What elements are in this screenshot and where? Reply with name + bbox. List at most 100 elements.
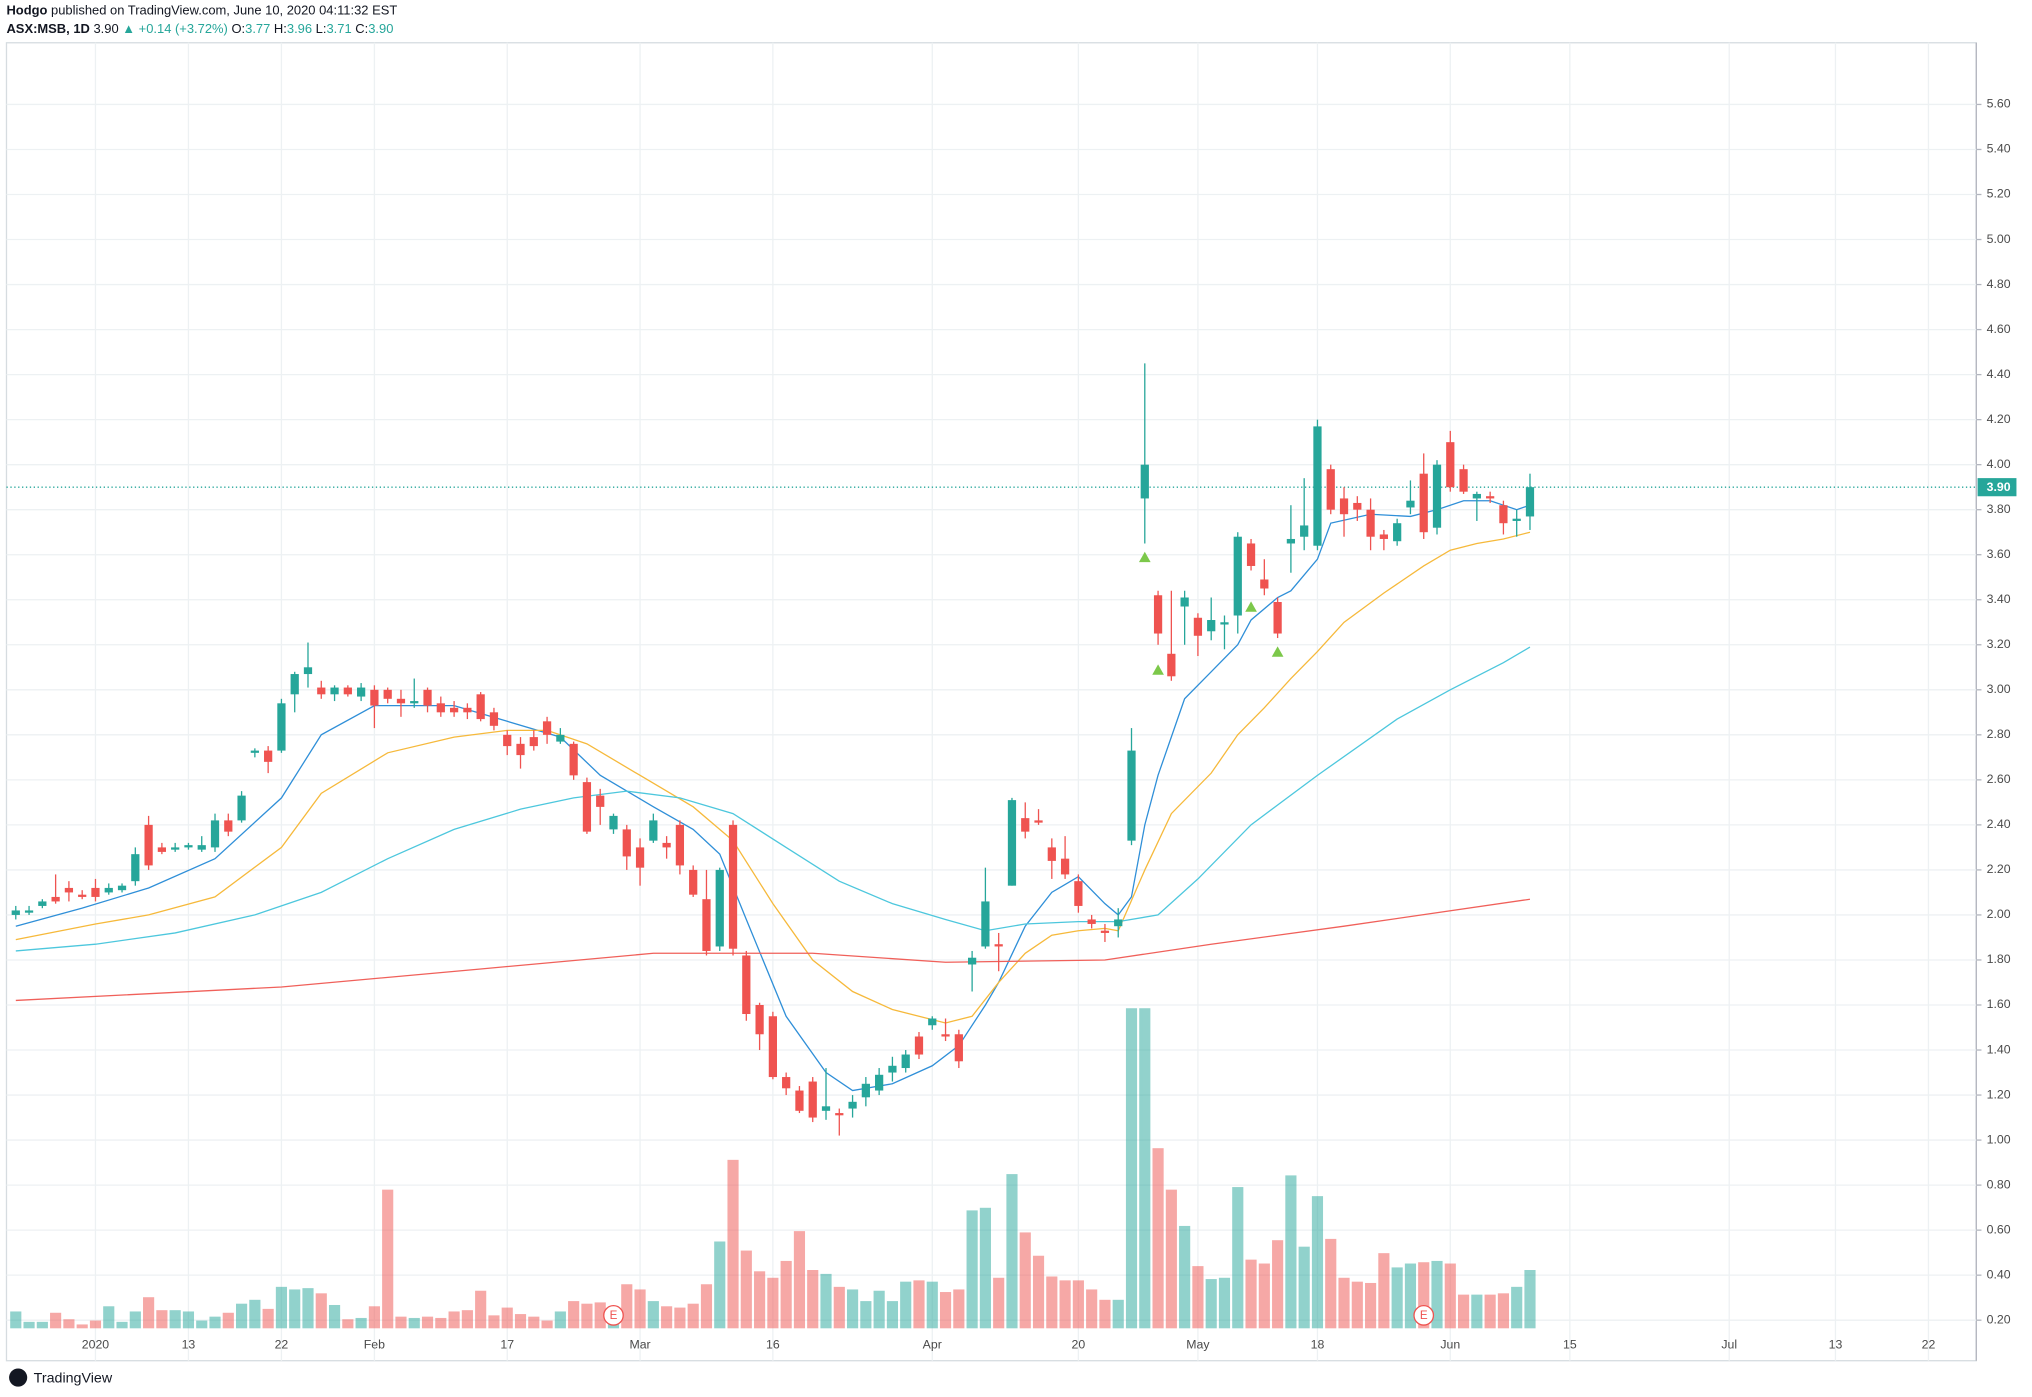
candle <box>808 1077 817 1123</box>
candle <box>941 1018 950 1042</box>
x-tick-label: Jun <box>1440 1337 1460 1351</box>
volume-bar <box>1032 1255 1045 1329</box>
candle <box>1246 538 1256 571</box>
candle <box>715 867 724 951</box>
candle <box>994 932 1003 972</box>
volume-bar <box>793 1231 806 1329</box>
volume-bar <box>1006 1174 1018 1329</box>
candle-body <box>981 901 990 947</box>
candle-body <box>184 845 193 848</box>
x-tick-label: 13 <box>182 1337 196 1351</box>
candle-body <box>582 782 592 832</box>
volume-bar <box>727 1159 739 1329</box>
candle-body <box>1353 502 1362 510</box>
volume-bar <box>209 1316 221 1329</box>
candle <box>1167 590 1176 681</box>
candle-body <box>728 824 738 949</box>
candle-body <box>1021 818 1030 832</box>
candle-body <box>795 1090 804 1111</box>
candle-body <box>715 869 724 947</box>
candle-body <box>1207 620 1216 632</box>
candle <box>1060 836 1070 879</box>
volume-bar <box>1086 1289 1098 1329</box>
volume-bar <box>541 1320 553 1329</box>
candle-body <box>1167 653 1176 677</box>
y-tick-label: 4.00 <box>1987 457 2011 471</box>
candle-body <box>171 847 180 850</box>
candle <box>1087 914 1096 929</box>
candle-body <box>1034 820 1043 823</box>
candle-body <box>1233 536 1242 616</box>
candle-body <box>928 1018 937 1026</box>
candle-body <box>303 667 313 675</box>
candle <box>1286 505 1296 573</box>
candle-body <box>224 820 233 832</box>
volume-bar <box>1497 1293 1509 1329</box>
candle-body <box>954 1034 963 1062</box>
candle-body <box>689 869 698 895</box>
candle-body <box>782 1077 791 1089</box>
candle-body <box>1379 534 1388 539</box>
x-tick-label: 22 <box>1922 1337 1936 1351</box>
volume-bar <box>1232 1187 1244 1329</box>
candle-body <box>1180 597 1189 607</box>
x-tick-label: May <box>1186 1337 1210 1351</box>
candle-body <box>529 737 538 747</box>
candle <box>1153 590 1163 645</box>
candle-body <box>117 885 127 891</box>
volume-bar <box>647 1301 659 1329</box>
volume-bar <box>1059 1280 1071 1329</box>
candle <box>689 865 698 897</box>
volume-bar <box>568 1301 580 1329</box>
volume-bar <box>1404 1263 1417 1329</box>
volume-bar <box>222 1312 234 1329</box>
candle <box>91 878 100 902</box>
volume-bar <box>913 1280 925 1329</box>
candle <box>1459 464 1468 494</box>
candle-body <box>1406 500 1415 508</box>
volume-bar <box>435 1317 447 1329</box>
y-tick-label: 4.60 <box>1987 322 2011 336</box>
volume-bar <box>1272 1240 1284 1329</box>
price-label-box <box>1977 478 2017 497</box>
volume-bar <box>1165 1189 1177 1329</box>
volume-bar <box>1125 1008 1138 1329</box>
candle <box>78 890 87 900</box>
moving-average <box>15 646 1531 952</box>
candle <box>51 874 60 904</box>
candle <box>662 836 671 859</box>
candle-body <box>1286 538 1296 544</box>
volume-bar <box>1192 1266 1204 1329</box>
y-tick-label: 5.20 <box>1987 187 2011 201</box>
candle-body <box>1100 930 1110 933</box>
volume-bar <box>36 1321 48 1329</box>
header-change: ▲ +0.14 (+3.72%) <box>122 21 228 36</box>
volume-bar <box>421 1316 434 1329</box>
candle <box>795 1086 804 1114</box>
y-tick-label: 5.00 <box>1987 232 2011 246</box>
candle-body <box>1140 464 1149 499</box>
y-tick-label: 2.40 <box>1987 817 2011 831</box>
candle <box>1512 509 1521 537</box>
candle <box>1193 613 1203 657</box>
x-tick-label: 22 <box>275 1337 289 1351</box>
candle <box>1393 518 1402 546</box>
volume-bar <box>860 1301 872 1329</box>
candle-body <box>941 1034 950 1037</box>
candle <box>277 698 286 753</box>
candle-body <box>1393 523 1402 542</box>
candle <box>1007 797 1017 886</box>
moving-average <box>15 898 1531 1002</box>
volume-bar <box>488 1315 500 1329</box>
volume-bar <box>1338 1277 1350 1329</box>
candle <box>1379 529 1388 551</box>
y-tick-label: 5.40 <box>1987 142 2011 156</box>
candle-body <box>1153 595 1163 634</box>
candle-body <box>1366 509 1375 537</box>
candle <box>343 685 352 697</box>
candle <box>1446 430 1455 492</box>
volume-bar <box>1444 1263 1456 1329</box>
candle <box>1021 802 1030 839</box>
volume-bar <box>674 1307 686 1329</box>
candle-body <box>38 901 47 906</box>
